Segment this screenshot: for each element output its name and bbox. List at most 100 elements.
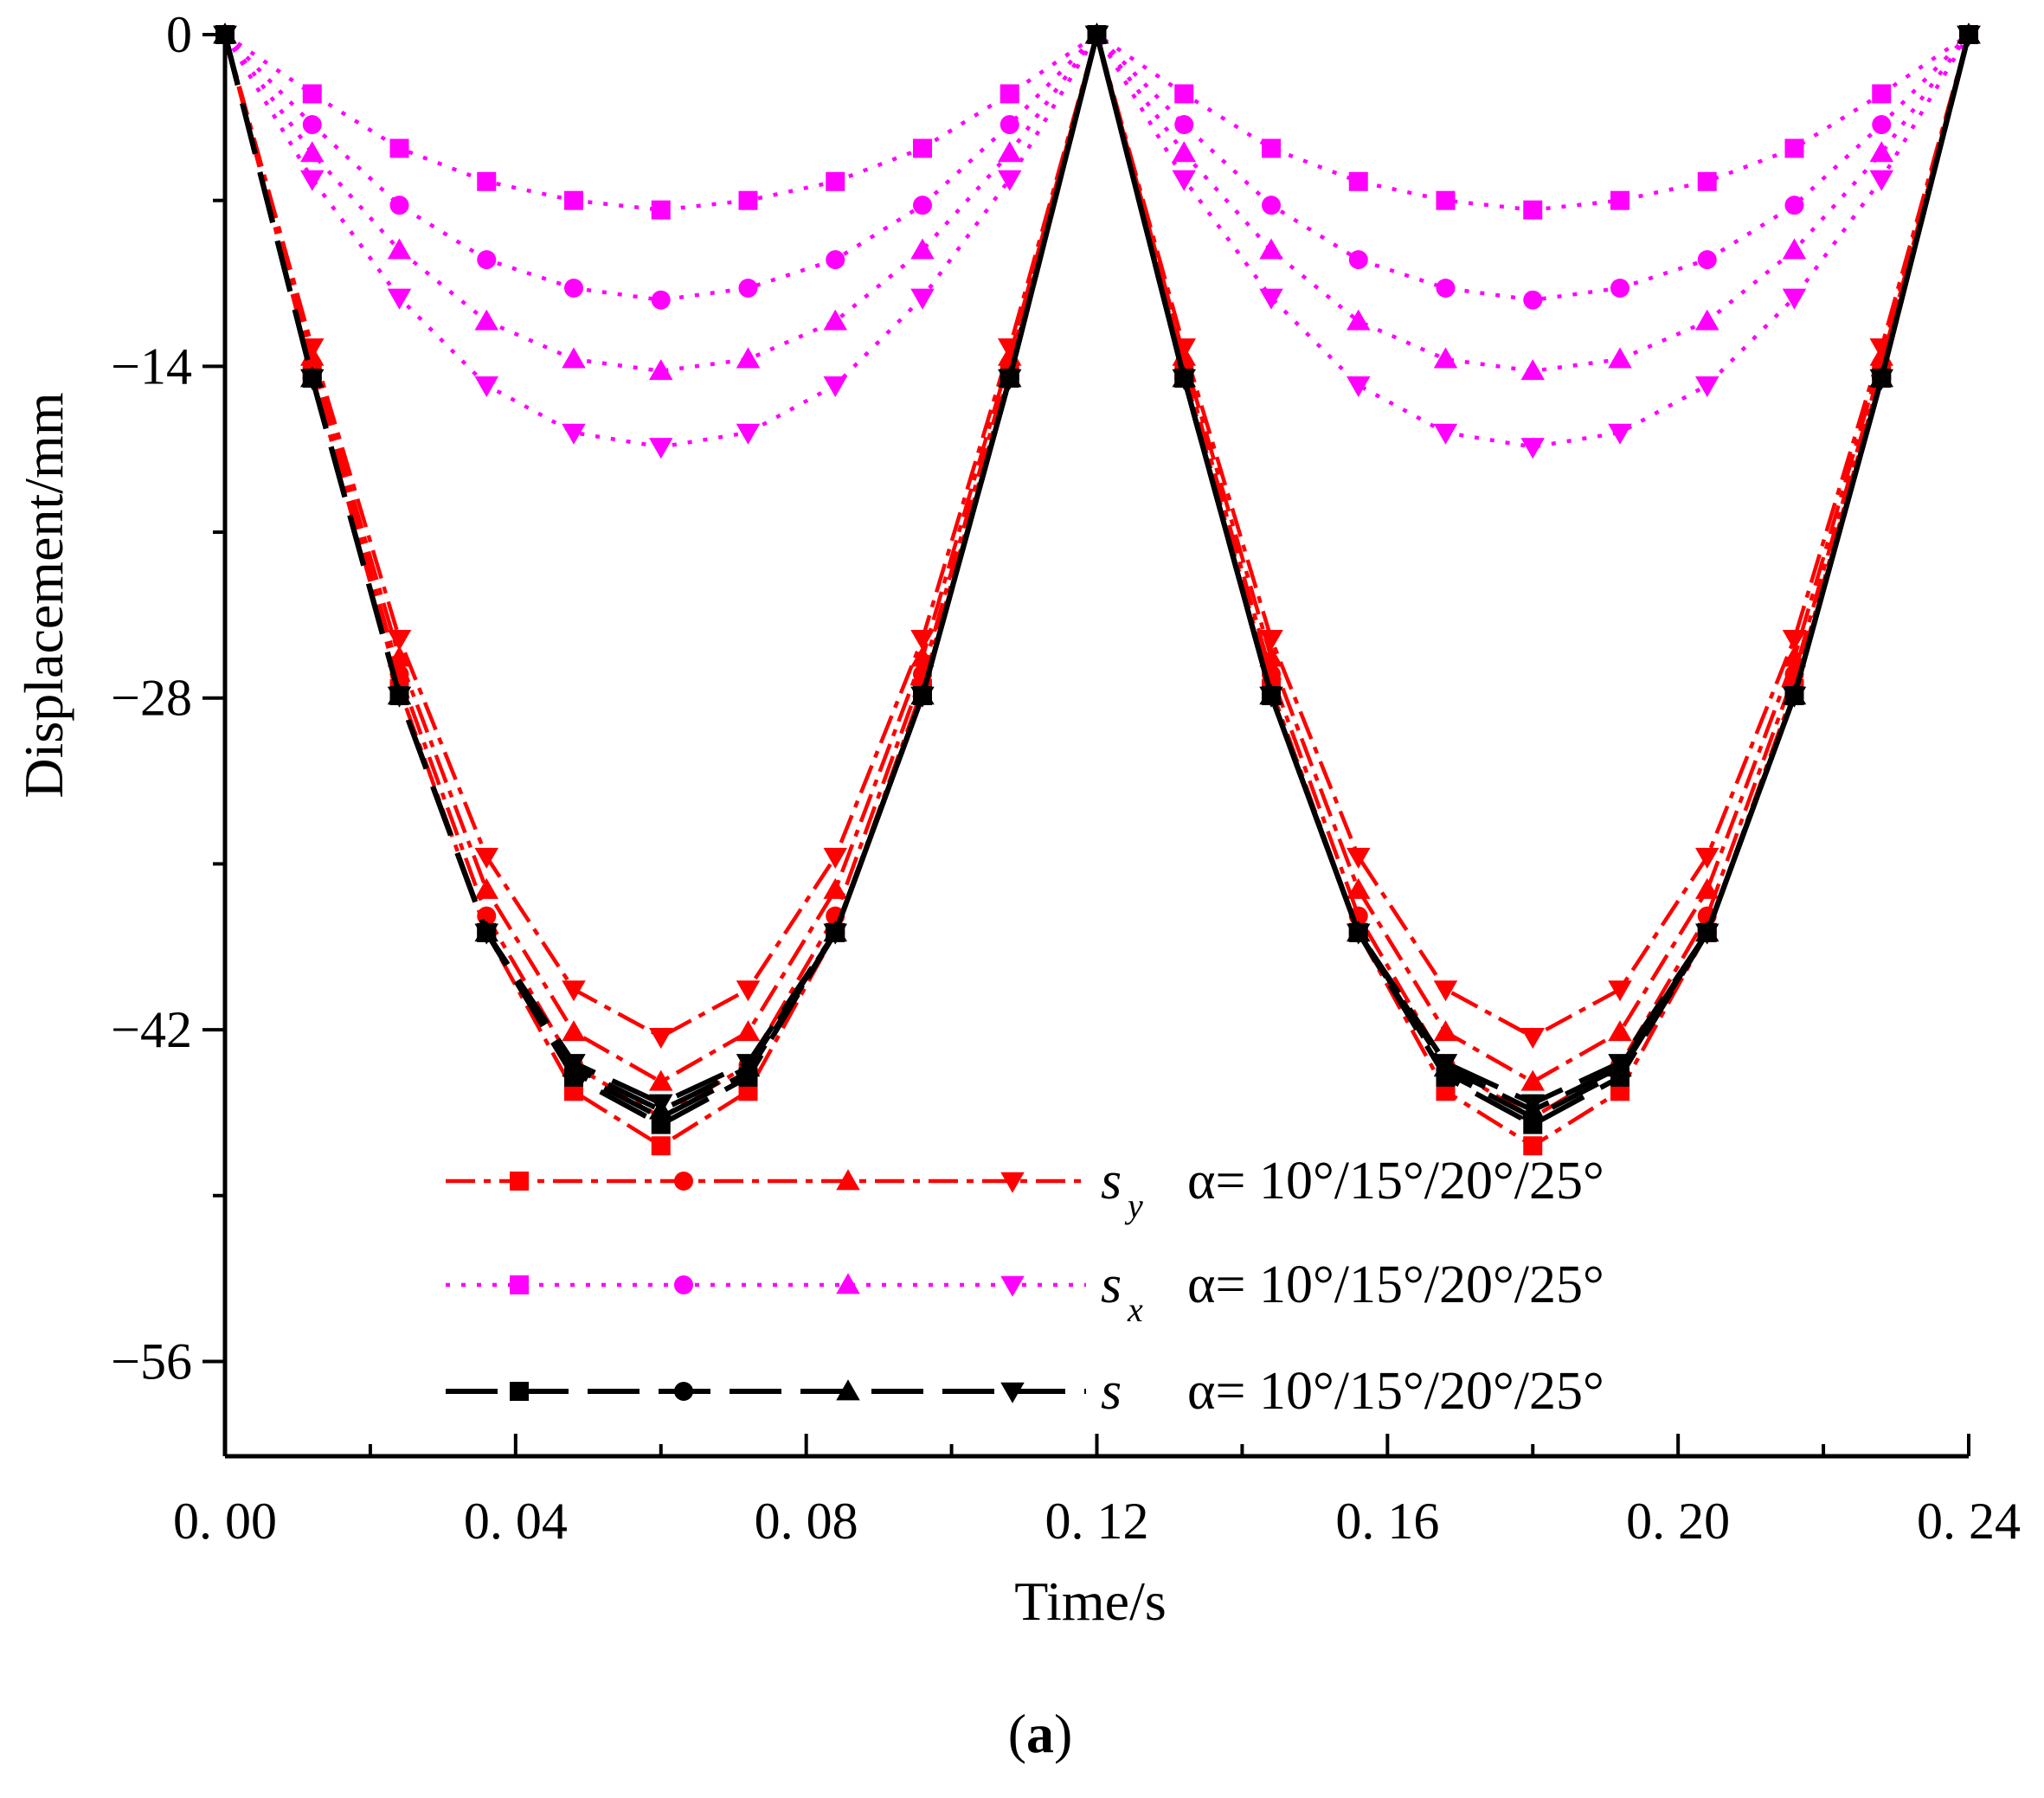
data-point-sx-1 (1348, 171, 1368, 191)
data-point-s-4 (736, 1054, 761, 1076)
legend-subscript: y (1124, 1186, 1143, 1225)
y-tick-label: −42 (111, 1001, 192, 1058)
data-point-sx-1 (1436, 190, 1456, 210)
data-point-sy-3 (1608, 1020, 1632, 1042)
data-point-sy-1 (1523, 1136, 1543, 1156)
data-point-sx-1 (651, 200, 671, 220)
x-tick-label: 0. 12 (1045, 1493, 1149, 1550)
data-point-sx-2 (738, 279, 758, 299)
data-point-sy-4 (474, 847, 498, 869)
data-point-sx-1 (1697, 171, 1717, 191)
series-s-4 (213, 25, 1981, 1115)
data-point-sx-1 (738, 190, 758, 210)
legend-marker (836, 1379, 860, 1401)
legend-marker (674, 1275, 693, 1294)
data-point-s-4 (823, 923, 847, 945)
data-point-s-4 (649, 1094, 673, 1115)
data-point-sx-3 (1347, 309, 1371, 331)
data-point-sx-1 (302, 84, 322, 104)
data-point-sx-3 (910, 238, 935, 260)
data-point-sy-4 (387, 629, 412, 652)
legend-item-2: s x α= 10°/15°/20°/25° (446, 1255, 1604, 1329)
data-point-sx-4 (1433, 423, 1458, 445)
series-layer (213, 22, 1981, 1156)
data-point-sy-4 (1347, 847, 1371, 869)
data-point-sx-2 (651, 290, 671, 310)
axes-layer: 0. 00 0. 04 0. 08 0. 12 0. 16 0. 20 0. 24 0 −14 −… (111, 6, 2021, 1550)
data-point-sx-2 (302, 115, 322, 135)
data-point-s-4 (474, 923, 498, 945)
series-line-sx-3 (223, 32, 1970, 374)
caption-open: ( (1008, 1703, 1026, 1764)
data-point-sx-2 (1697, 250, 1717, 270)
data-point-s-4 (1520, 1094, 1545, 1115)
data-point-sx-2 (564, 279, 583, 299)
data-point-sx-4 (736, 423, 761, 445)
data-point-s-4 (562, 1054, 586, 1076)
data-point-s-4 (387, 686, 412, 708)
data-point-sy-4 (1433, 980, 1458, 1002)
y-tick-label: −56 (111, 1332, 192, 1390)
data-point-sx-3 (1695, 309, 1719, 331)
data-point-sy-3 (736, 1020, 761, 1042)
data-point-sx-4 (649, 438, 673, 459)
legend-marker (674, 1172, 693, 1191)
data-point-sy-4 (1695, 847, 1719, 869)
data-point-sy-4 (823, 847, 847, 869)
data-point-sx-2 (826, 250, 845, 270)
legend: s y α= 10°/15°/20°/25°s x α= 10°/15°/20°/25°… (446, 1152, 1604, 1421)
data-point-sx-1 (1610, 190, 1629, 210)
series-line-sy-2 (222, 32, 1971, 1120)
data-point-sx-2 (389, 196, 409, 215)
data-point-s-4 (1957, 25, 1981, 47)
data-point-sx-2 (1000, 115, 1019, 135)
y-tick-label: −14 (111, 337, 192, 395)
data-point-s-4 (1172, 369, 1196, 390)
data-point-sx-3 (998, 141, 1022, 163)
data-point-sx-3 (736, 347, 761, 369)
data-point-sx-3 (474, 309, 498, 331)
data-point-sx-3 (300, 141, 325, 163)
data-point-sx-3 (1520, 359, 1545, 381)
data-point-sx-2 (1872, 115, 1892, 135)
caption-close: ) (1054, 1703, 1072, 1764)
data-point-sx-3 (823, 309, 847, 331)
data-point-s-4 (998, 369, 1022, 390)
legend-marker (836, 1273, 860, 1294)
legend-marker (1000, 1275, 1025, 1297)
data-point-sx-2 (1610, 279, 1629, 299)
series-sx-4 (213, 25, 1981, 459)
data-point-sy-3 (1695, 877, 1719, 899)
data-point-s-4 (1433, 1054, 1458, 1076)
data-point-s-4 (300, 369, 325, 390)
data-point-sx-2 (1523, 290, 1543, 310)
data-point-sx-2 (913, 196, 932, 215)
data-point-sx-1 (1784, 138, 1804, 158)
data-point-sx-4 (1347, 376, 1371, 398)
legend-label: α= 10°/15°/20°/25° (1187, 1255, 1604, 1314)
series-sy-1 (215, 25, 1978, 1156)
data-point-s-4 (1782, 686, 1807, 708)
series-line-sy-1 (222, 32, 1971, 1148)
data-point-sx-2 (1262, 196, 1281, 215)
data-point-sy-4 (1608, 980, 1632, 1002)
data-point-sx-4 (910, 288, 935, 310)
legend-marker (510, 1275, 529, 1294)
series-sx-2 (215, 25, 1978, 310)
legend-marker (510, 1172, 529, 1191)
data-point-sx-2 (1174, 115, 1194, 135)
data-point-sy-3 (823, 877, 847, 899)
x-tick-label: 0. 16 (1335, 1493, 1439, 1550)
series-line-s-2 (222, 32, 1971, 1121)
legend-item-1: s y α= 10°/15°/20°/25° (446, 1152, 1604, 1225)
data-point-sy-4 (998, 338, 1022, 360)
legend-symbol: s (1101, 1152, 1122, 1210)
data-point-sy-3 (387, 645, 412, 667)
data-point-sx-4 (1695, 376, 1719, 398)
data-point-sx-1 (1872, 84, 1892, 104)
data-point-sx-1 (477, 171, 497, 191)
data-point-sy-4 (1259, 629, 1283, 652)
data-point-s-4 (1869, 369, 1893, 390)
data-point-sx-3 (562, 347, 586, 369)
